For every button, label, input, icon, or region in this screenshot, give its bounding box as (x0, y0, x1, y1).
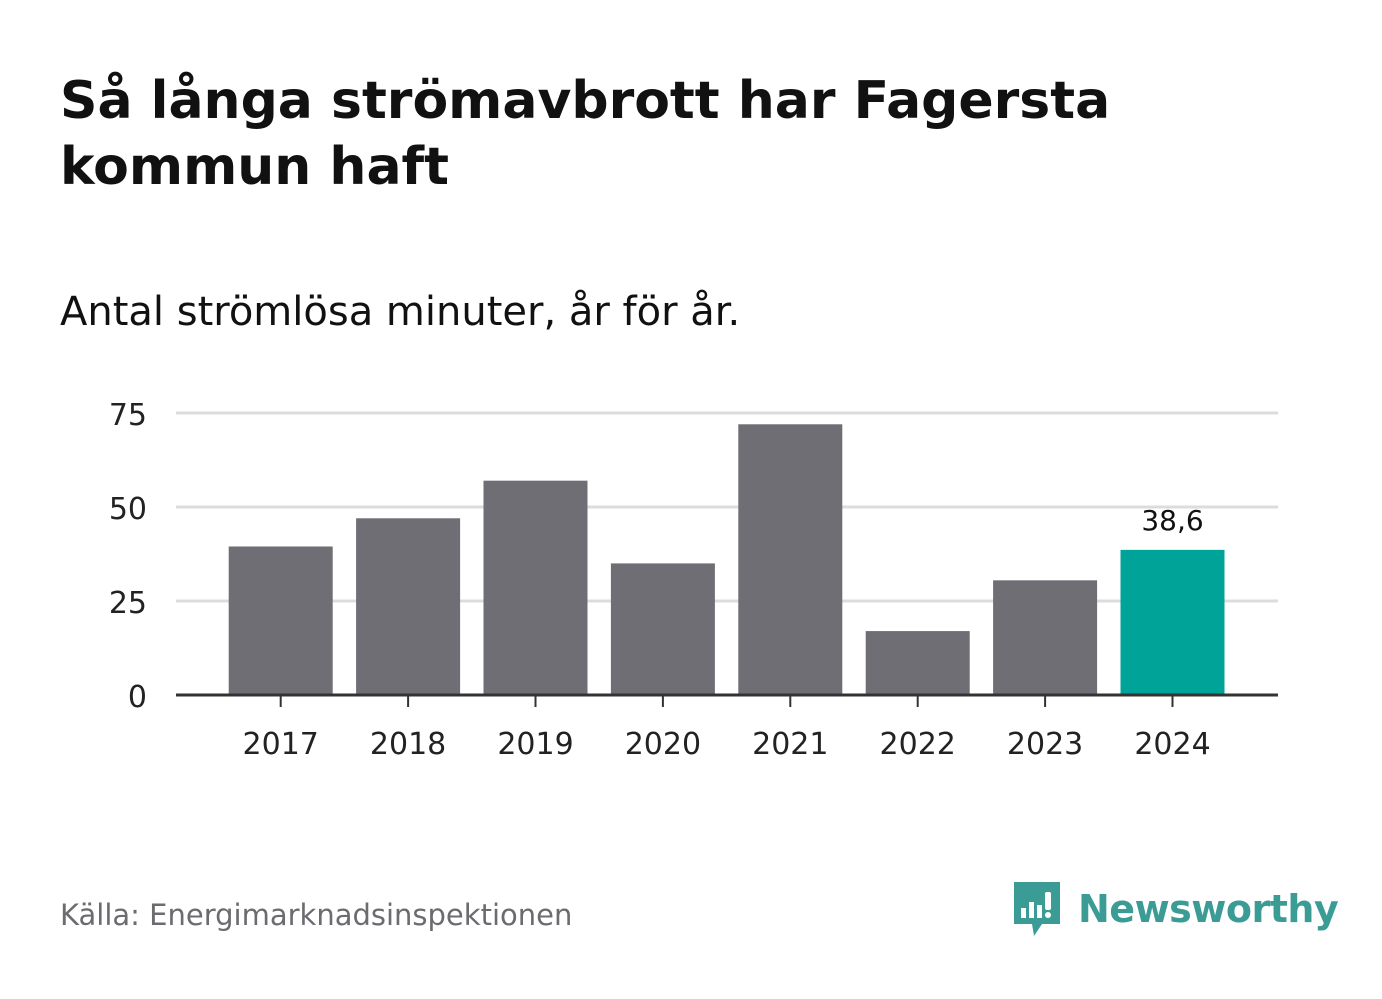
bar-2021 (738, 424, 843, 695)
bar-2018 (356, 518, 461, 695)
bar-2023 (993, 580, 1098, 695)
x-tick-label: 2017 (243, 727, 319, 762)
source-note: Källa: Energimarknadsinspektionen (60, 898, 573, 932)
bar-2017 (228, 546, 333, 695)
x-axis: 2017 2018 2019 2020 2021 2022 2023 2024 (176, 693, 1278, 762)
x-tick-label: 2018 (370, 727, 446, 762)
x-tick-label: 2023 (1007, 727, 1083, 762)
y-tick-label: 25 (109, 586, 147, 621)
chart-title: Så långa strömavbrott har Fagersta kommu… (60, 71, 1111, 197)
x-tick-label: 2021 (752, 727, 828, 762)
x-tick-label: 2022 (880, 727, 956, 762)
x-tick-label: 2024 (1134, 727, 1210, 762)
brand-logo: Newsworthy (1010, 876, 1339, 942)
data-label-2024: 38,6 (1141, 504, 1203, 537)
x-tick-label: 2020 (625, 727, 701, 762)
bar-2022 (865, 631, 970, 695)
bar-2020 (610, 563, 715, 695)
y-tick-label: 50 (109, 492, 147, 527)
data-labels: 38,6 (1141, 504, 1203, 537)
x-tick-label: 2019 (497, 727, 573, 762)
chart-subtitle: Antal strömlösa minuter, år för år. (60, 289, 741, 335)
bar-2024 (1120, 549, 1225, 695)
brand-name: Newsworthy (1078, 887, 1339, 931)
bars (228, 424, 1225, 695)
grid-lines (176, 411, 1278, 603)
bar-2019 (483, 480, 588, 695)
y-axis-ticks: 0 25 50 75 (109, 398, 147, 715)
newsworthy-logo-icon (1014, 882, 1060, 936)
y-tick-label: 75 (109, 398, 147, 433)
y-tick-label: 0 (128, 680, 147, 715)
